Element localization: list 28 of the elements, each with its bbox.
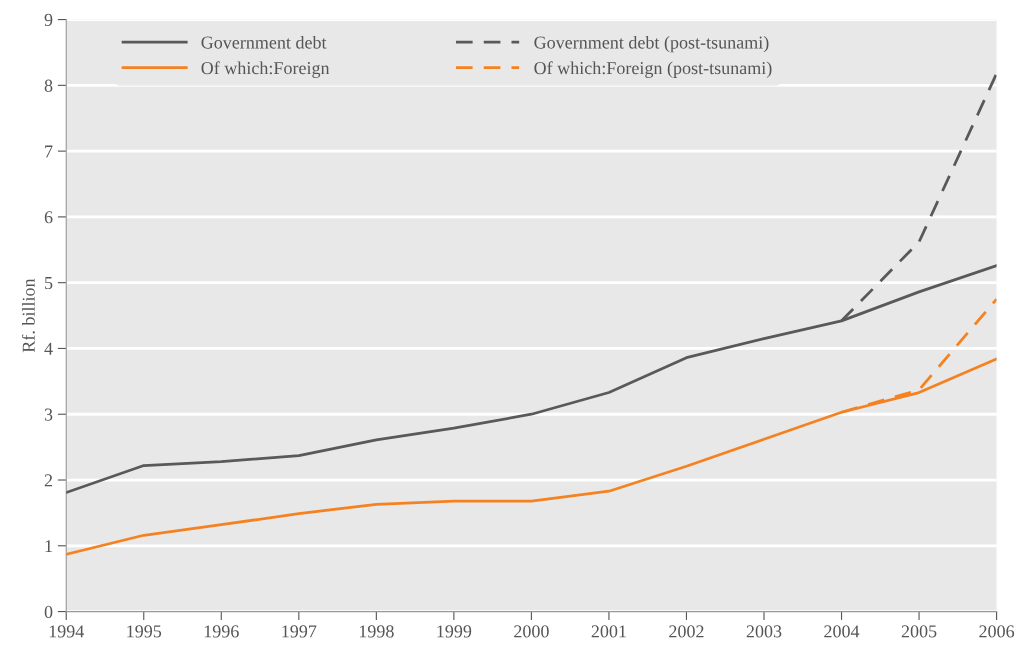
x-tick-label: 2002 <box>669 625 704 638</box>
x-tick-label: 2000 <box>514 625 549 638</box>
y-tick-label: 9 <box>44 13 53 26</box>
y-tick-label: 5 <box>45 277 53 290</box>
x-tick-label: 2001 <box>591 625 626 638</box>
x-tick-label: 2005 <box>901 625 937 638</box>
y-tick-label: 6 <box>44 211 53 224</box>
y-tick-label: 1 <box>45 540 52 553</box>
x-tick-label: 1996 <box>204 625 239 638</box>
x-tick-label: 2006 <box>979 625 1015 638</box>
x-tick-label: 1994 <box>49 625 85 638</box>
y-tick-label: 7 <box>45 145 53 158</box>
y-tick-label: 0 <box>44 605 53 619</box>
x-tick-label: 2004 <box>824 625 860 638</box>
x-tick-label: 1998 <box>359 625 394 638</box>
y-axis-title: Rf. billion <box>21 278 35 353</box>
x-tick-label: 1995 <box>127 625 162 638</box>
legend-label: Government debt (post-tsunami) <box>534 35 769 53</box>
x-tick-label: 1999 <box>437 625 472 638</box>
y-tick-label: 8 <box>44 79 53 92</box>
x-tick-label: 1997 <box>282 625 317 638</box>
legend-label: Government debt <box>201 35 327 49</box>
x-tick-label: 2003 <box>746 625 782 638</box>
y-tick-label: 3 <box>44 408 53 421</box>
y-tick-label: 4 <box>44 342 53 355</box>
y-tick-label: 2 <box>44 474 53 487</box>
legend-label: Of which:Foreign <box>201 61 330 78</box>
legend-label: Of which:Foreign (post-tsunami) <box>534 61 772 78</box>
